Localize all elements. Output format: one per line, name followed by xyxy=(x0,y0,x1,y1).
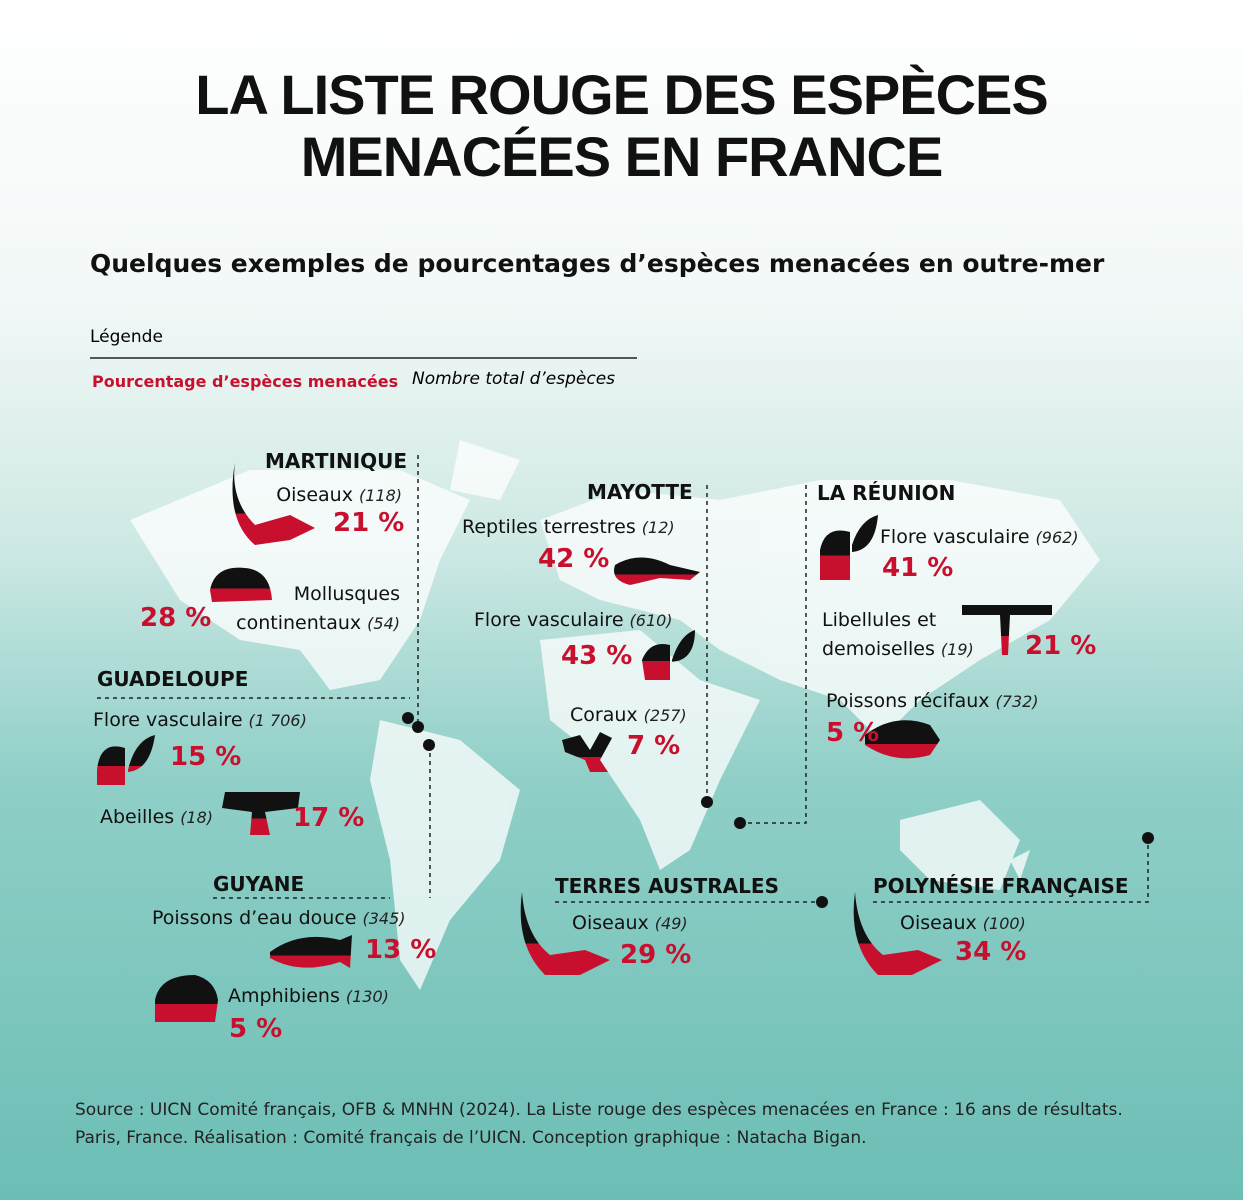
legend-title: Légende xyxy=(90,327,163,347)
species: Poissons d’eau douce (345) xyxy=(152,907,406,929)
species-count: (610) xyxy=(629,611,673,630)
percent: 5 % xyxy=(826,718,880,748)
species-label: Poissons récifaux xyxy=(826,690,990,712)
species-label: Oiseaux xyxy=(276,484,353,506)
percent: 15 % xyxy=(170,742,242,772)
percent: 7 % xyxy=(627,731,681,761)
species: Flore vasculaire (1 706) xyxy=(93,709,307,731)
species: Oiseaux (49) xyxy=(572,912,688,934)
species-label: Reptiles terrestres xyxy=(462,516,636,538)
region-name: MARTINIQUE xyxy=(265,449,408,473)
percent: 17 % xyxy=(293,803,365,833)
percent: 43 % xyxy=(561,641,633,671)
leader-lines xyxy=(97,455,1149,903)
species-count: (962) xyxy=(1035,528,1079,547)
species-label: Coraux xyxy=(570,704,638,726)
percent: 21 % xyxy=(333,508,405,538)
species: Reptiles terrestres (12) xyxy=(462,516,675,538)
percent: 42 % xyxy=(538,544,610,574)
species-count: (130) xyxy=(345,987,389,1006)
percent: 29 % xyxy=(620,940,692,970)
species-label: Oiseaux xyxy=(572,912,649,934)
species: Poissons récifaux (732) xyxy=(826,690,1039,712)
species: Abeilles (18) xyxy=(100,806,213,828)
species-label: Libellules et demoiselles xyxy=(822,609,937,660)
species-count: (118) xyxy=(358,486,402,505)
species-label: Abeilles xyxy=(100,806,175,828)
title: LA LISTE ROUGE DES ESPÈCES xyxy=(195,63,1049,126)
species-count: (100) xyxy=(982,914,1026,933)
region-name: LA RÉUNION xyxy=(817,481,956,505)
percent: 41 % xyxy=(882,553,954,583)
region-name: MAYOTTE xyxy=(587,480,693,504)
continents xyxy=(130,440,1100,990)
percent: 28 % xyxy=(140,603,212,633)
percent: 34 % xyxy=(955,937,1027,967)
percent: 21 % xyxy=(1025,631,1097,661)
region-name: TERRES AUSTRALES xyxy=(555,874,779,898)
species: Flore vasculaire (610) xyxy=(474,609,673,631)
species: Coraux (257) xyxy=(570,704,687,726)
species-count: (732) xyxy=(995,692,1039,711)
species-count: (19) xyxy=(940,640,974,659)
species-label: Mollusques continentaux xyxy=(236,583,400,634)
species-count: (1 706) xyxy=(248,711,307,730)
species: Flore vasculaire (962) xyxy=(880,526,1079,548)
species: Libellules et demoiselles (19) xyxy=(822,606,997,664)
species-count: (18) xyxy=(180,808,214,827)
species-count: (12) xyxy=(641,518,675,537)
species-label: Oiseaux xyxy=(900,912,977,934)
title: MENACÉES EN FRANCE xyxy=(300,125,944,188)
source: Source : UICN Comité français, OFB & MNH… xyxy=(75,1100,1123,1120)
legend-count: Nombre total d’espèces xyxy=(412,369,616,389)
species: Oiseaux (100) xyxy=(900,912,1026,934)
species-count: (54) xyxy=(367,614,400,633)
region-name: POLYNÉSIE FRANÇAISE xyxy=(873,874,1129,898)
species: Mollusques continentaux (54) xyxy=(215,580,400,638)
species-label: Flore vasculaire xyxy=(93,709,243,731)
species-label: Poissons d’eau douce xyxy=(152,907,357,929)
subtitle: Quelques exemples de pourcentages d’espè… xyxy=(90,249,1105,278)
species-label: Flore vasculaire xyxy=(474,609,624,631)
species-count: (49) xyxy=(654,914,688,933)
region-name: GUADELOUPE xyxy=(97,667,249,691)
percent: 13 % xyxy=(365,935,437,965)
species-label: Amphibiens xyxy=(228,985,340,1007)
percent: 5 % xyxy=(229,1014,283,1044)
species-icons xyxy=(97,462,1052,1022)
species: Amphibiens (130) xyxy=(228,985,389,1007)
region-name: GUYANE xyxy=(213,872,305,896)
species-label: Flore vasculaire xyxy=(880,526,1030,548)
species: Oiseaux (118) xyxy=(272,484,402,506)
species-count: (345) xyxy=(362,909,406,928)
species-count: (257) xyxy=(643,706,687,725)
location-dots xyxy=(402,712,1154,908)
source: Paris, France. Réalisation : Comité fran… xyxy=(75,1128,867,1148)
legend-percent: Pourcentage d’espèces menacées xyxy=(92,372,399,391)
